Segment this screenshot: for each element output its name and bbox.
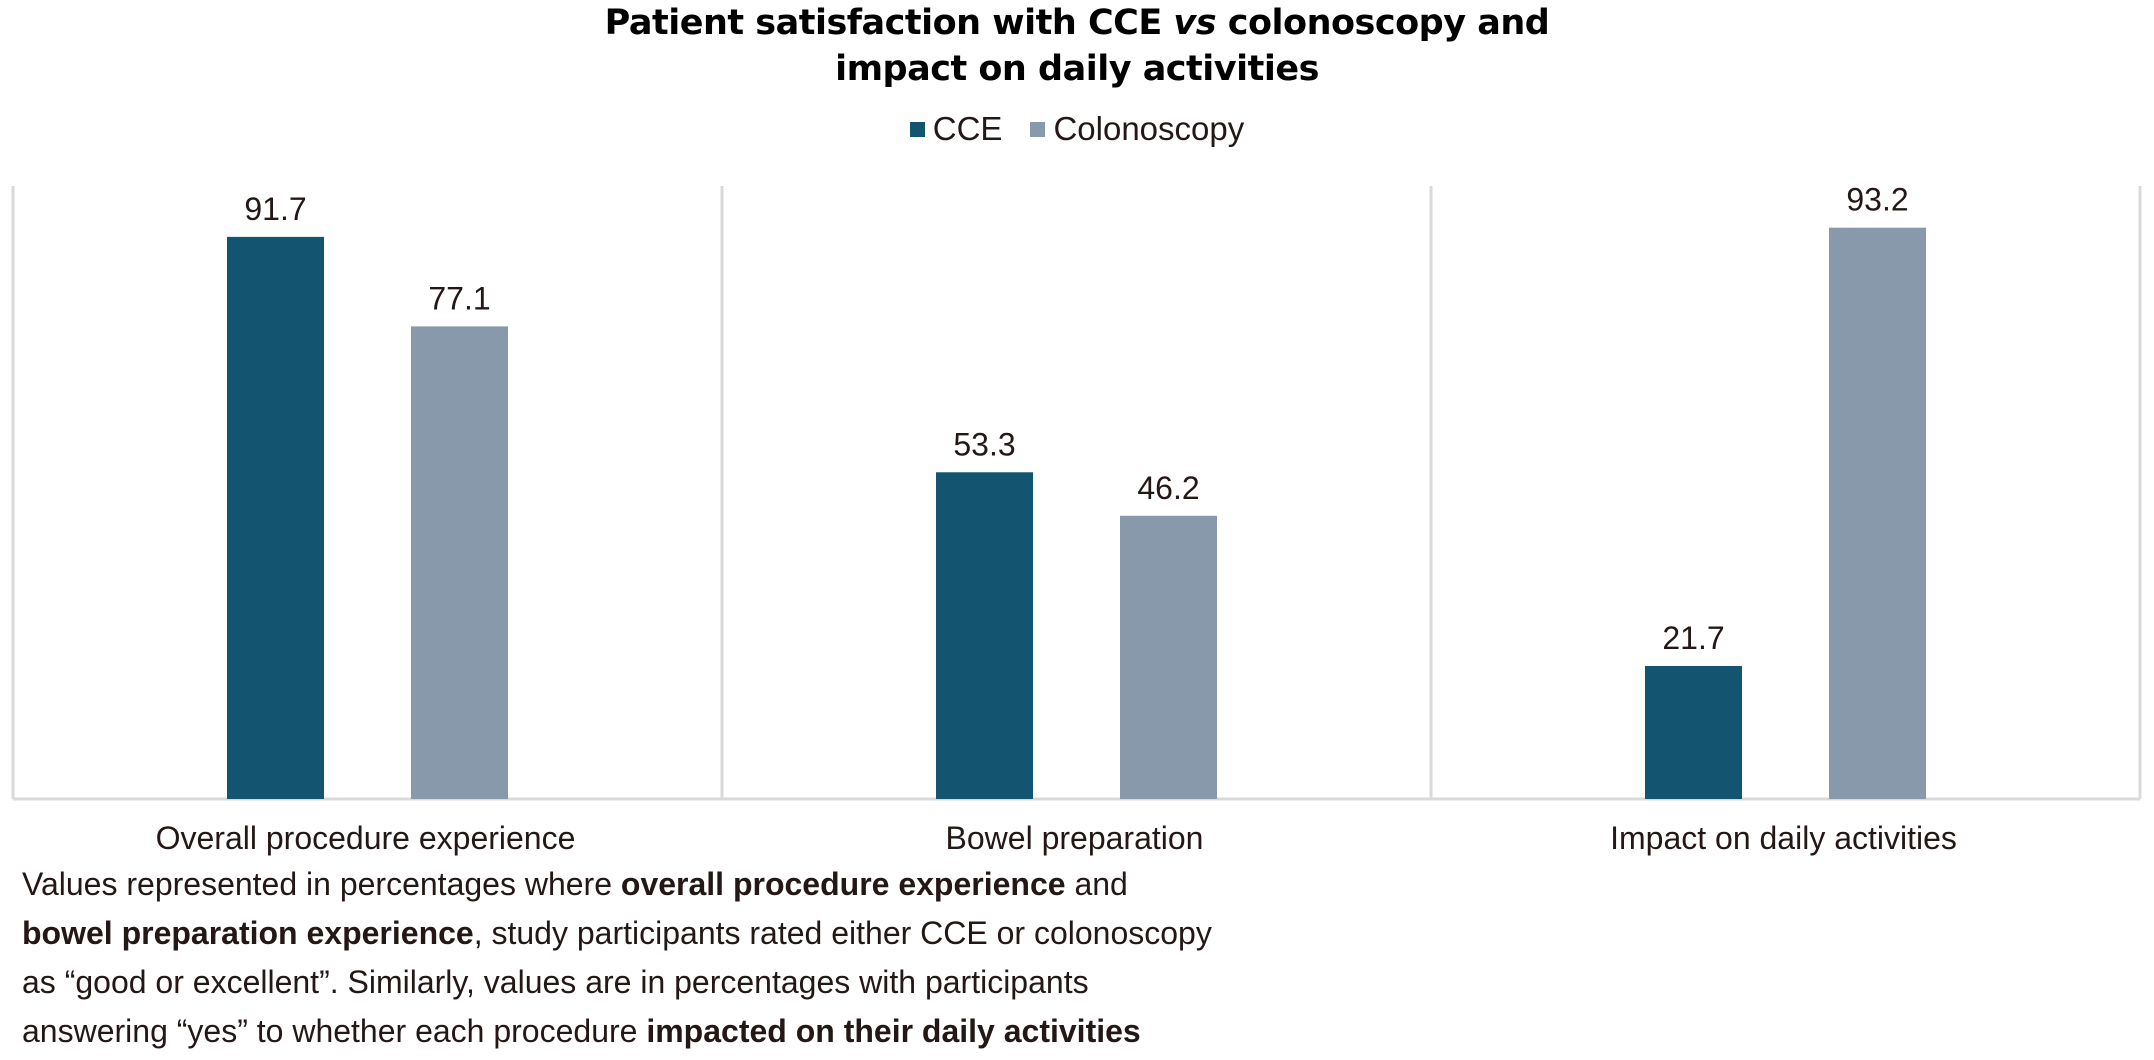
bar-colonoscopy — [411, 326, 508, 799]
data-label-colonoscopy: 46.2 — [1137, 470, 1199, 506]
bar-chart: 91.7 77.1 Overall procedure experience 53.3… — [11, 182, 2142, 856]
data-label-colonoscopy: 93.2 — [1846, 182, 1908, 218]
footnote-line-4: answering “yes” to whether each procedur… — [22, 1013, 1141, 1049]
bar-colonoscopy — [1829, 227, 1926, 799]
footnote-line-1: Values represented in percentages where … — [22, 866, 1128, 902]
chart-title-line-1: Patient satisfaction with CCE vs colonos… — [604, 3, 1550, 43]
bar-cce — [227, 236, 324, 799]
x-tick-label: Overall procedure experience — [156, 820, 576, 856]
bar-cce — [1645, 665, 1742, 799]
footnote-line-2: bowel preparation experience, study part… — [22, 915, 1212, 951]
bar-cce — [936, 472, 1033, 799]
chart-title-line-2: impact on daily activities — [835, 49, 1319, 89]
data-label-cce: 53.3 — [953, 426, 1015, 462]
legend-item-cce: CCE — [909, 110, 1003, 148]
legend-swatch-colonoscopy — [1030, 121, 1046, 137]
footnote-line-3: as “good or excellent”. Similarly, value… — [22, 964, 1089, 1000]
data-label-cce: 21.7 — [1662, 620, 1724, 656]
chart-title: Patient satisfaction with CCE vs colonos… — [0, 0, 2154, 92]
x-tick-label: Impact on daily activities — [1610, 820, 1957, 856]
legend: CCE Colonoscopy — [0, 110, 2154, 148]
chart-footnote: Values represented in percentages where … — [22, 860, 1422, 1056]
data-label-cce: 91.7 — [244, 191, 306, 227]
bar-colonoscopy — [1120, 515, 1217, 799]
legend-swatch-cce — [909, 121, 925, 137]
legend-item-colonoscopy: Colonoscopy — [1030, 110, 1244, 148]
title-italic-vs: vs — [1173, 3, 1217, 43]
legend-label-colonoscopy: Colonoscopy — [1053, 110, 1245, 147]
x-tick-label: Bowel preparation — [946, 820, 1204, 856]
legend-label-cce: CCE — [932, 110, 1003, 147]
data-label-colonoscopy: 77.1 — [428, 280, 490, 316]
